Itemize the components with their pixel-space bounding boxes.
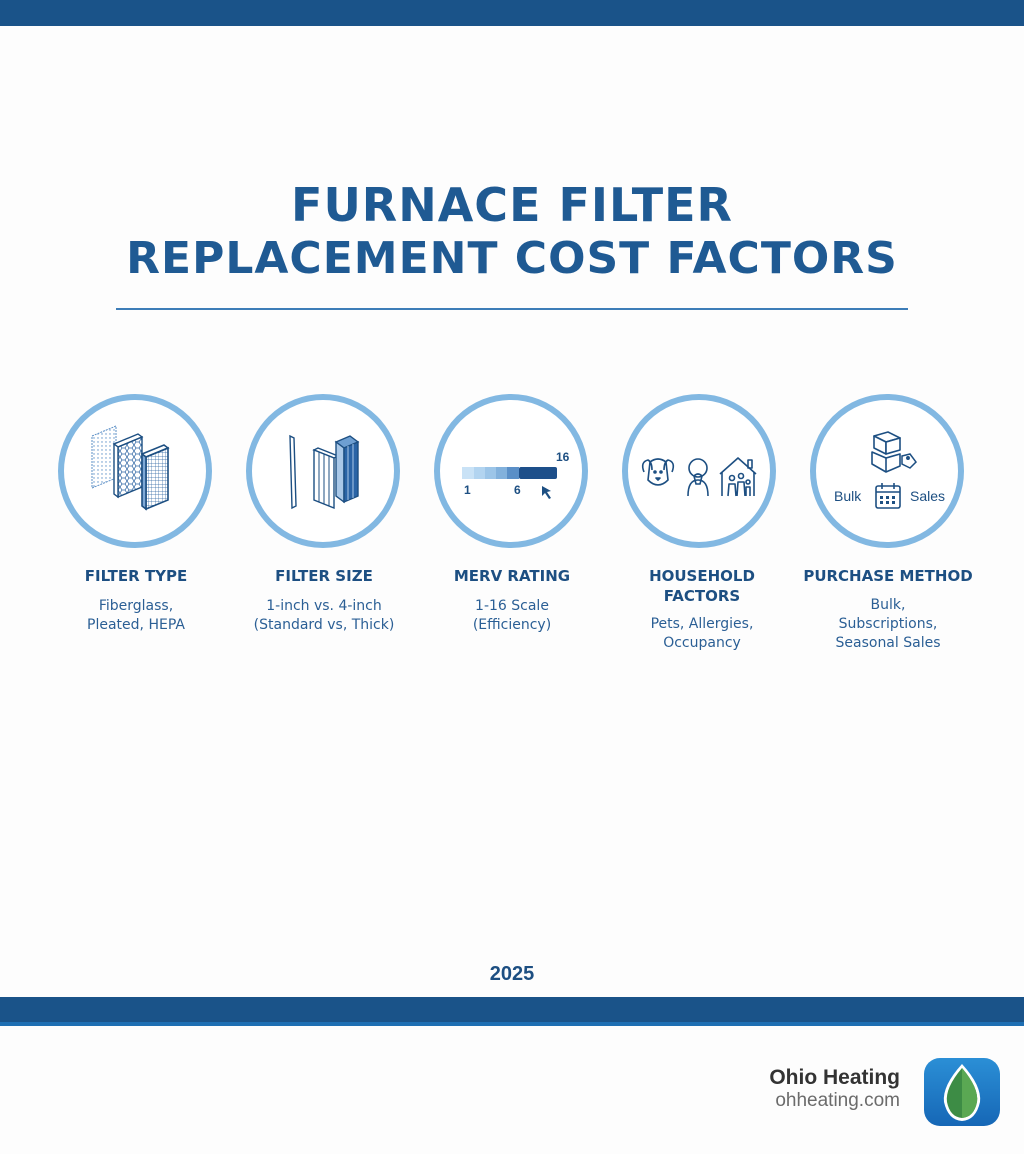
brand-logo	[924, 1058, 1000, 1126]
leaf-icon	[943, 1064, 981, 1121]
filter-thickness-icon	[289, 434, 360, 510]
year-label: 2025	[489, 963, 535, 985]
factor-desc-purchase-2: Subscriptions,	[838, 616, 938, 632]
factor-title-household-2: FACTORS	[663, 587, 741, 605]
merv-max-label: 16	[556, 450, 570, 464]
page-title-line1: FURNACE FILTER	[291, 178, 733, 232]
factor-title-merv-rating: MERV RATING	[453, 567, 571, 585]
bulk-label: Bulk	[834, 488, 862, 504]
calendar-icon	[875, 483, 901, 509]
household-factors-badge	[622, 394, 776, 548]
purchase-icons	[871, 431, 917, 509]
factor-desc-household-1: Pets, Allergies,	[650, 616, 754, 632]
factor-title-filter-size: FILTER SIZE	[275, 567, 373, 585]
purchase-method-badge: Bulk Sales	[810, 394, 964, 548]
factor-desc-merv-2: (Efficiency)	[472, 617, 552, 633]
factor-desc-purchase-1: Bulk,	[870, 597, 906, 613]
allergy-person-icon	[687, 458, 709, 497]
factor-title-filter-type: FILTER TYPE	[84, 567, 188, 585]
filter-type-badge	[58, 394, 212, 548]
brand-url: ohheating.com	[775, 1090, 900, 1111]
merv-rating-badge: 16 1 6	[434, 394, 588, 548]
family-house-icon	[719, 457, 757, 497]
bottom-band-accent	[0, 1022, 1024, 1026]
merv-mid-label: 6	[514, 483, 521, 497]
filter-size-badge	[246, 394, 400, 548]
boxes-icon	[871, 431, 901, 473]
title-divider	[116, 308, 908, 310]
page-title-line2: REPLACEMENT COST FACTORS	[126, 233, 898, 284]
factor-desc-filter-size-1: 1-inch vs. 4-inch	[266, 598, 382, 614]
price-tag-icon	[901, 453, 917, 469]
factor-desc-filter-type-2: Pleated, HEPA	[87, 617, 185, 633]
factor-desc-filter-type-1: Fiberglass,	[98, 598, 174, 614]
brand-name: Ohio Heating	[769, 1066, 900, 1089]
factor-title-purchase-method: PURCHASE METHOD	[803, 567, 973, 585]
household-icons	[641, 457, 757, 497]
merv-min-label: 1	[464, 483, 471, 497]
dog-icon	[641, 458, 675, 486]
factor-desc-merv-1: 1-16 Scale	[475, 598, 549, 614]
filter-stack-icon	[91, 425, 170, 511]
factor-desc-filter-size-2: (Standard vs, Thick)	[253, 617, 395, 633]
sales-label: Sales	[910, 488, 946, 504]
top-band	[0, 0, 1024, 26]
bottom-band	[0, 997, 1024, 1022]
factor-title-household-1: HOUSEHOLD	[649, 567, 755, 585]
factor-desc-household-2: Occupancy	[663, 635, 741, 651]
merv-scale-icon	[462, 467, 557, 499]
factor-desc-purchase-3: Seasonal Sales	[835, 635, 941, 651]
